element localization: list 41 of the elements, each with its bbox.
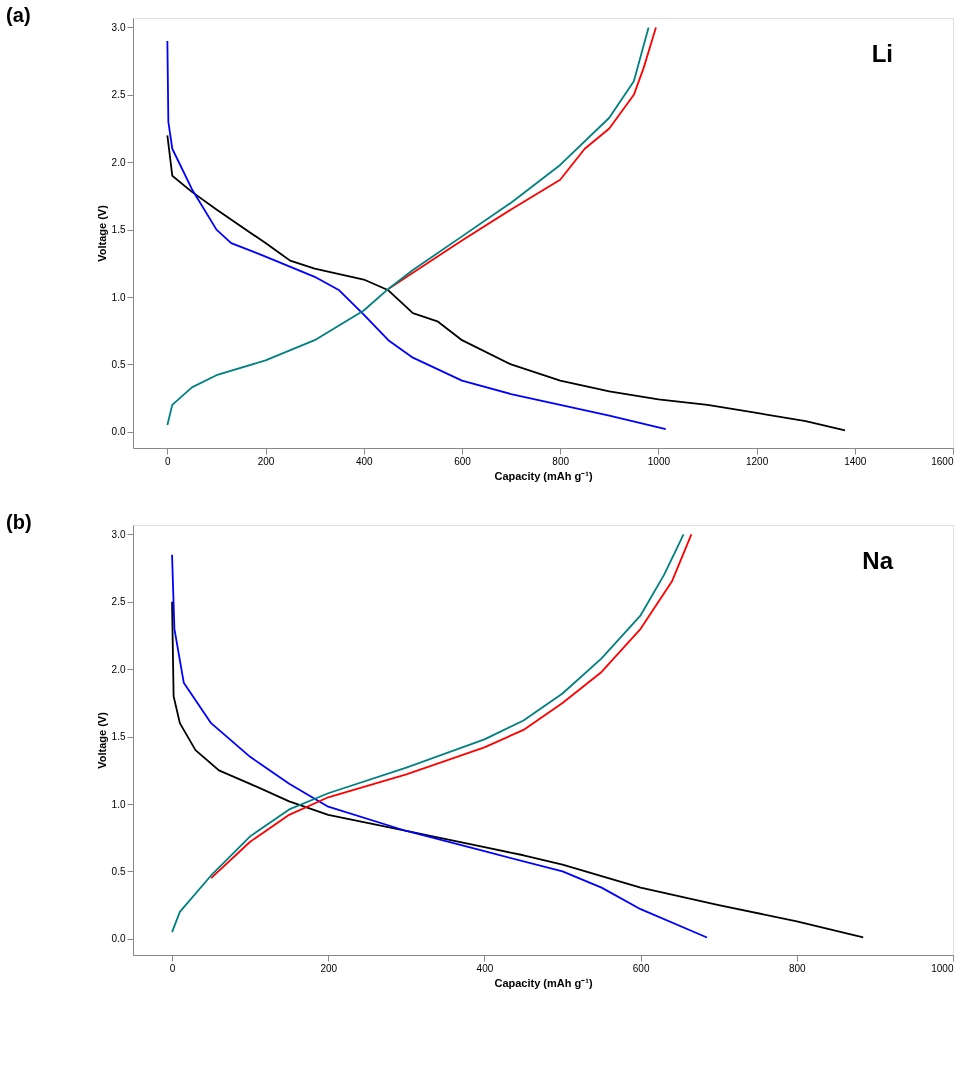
x-tick-label: 1000 bbox=[931, 962, 954, 974]
x-tick-label: 1000 bbox=[647, 455, 671, 467]
y-tick-label: 1.5 bbox=[111, 731, 126, 743]
x-tick-label: 800 bbox=[552, 455, 570, 467]
y-tick-label: 2.0 bbox=[111, 663, 126, 675]
y-tick-label: 1.0 bbox=[111, 291, 126, 303]
y-axis-title: Voltage (V) bbox=[95, 711, 108, 769]
line-series bbox=[210, 533, 693, 880]
line-series bbox=[387, 26, 657, 290]
x-tick-label: 800 bbox=[788, 962, 807, 974]
y-tick-label: 0.0 bbox=[111, 426, 126, 438]
y-tick-label: 2.5 bbox=[111, 89, 126, 101]
annotation: Na bbox=[862, 547, 894, 574]
x-tick-label: 600 bbox=[454, 455, 472, 467]
x-axis-title: Capacity (mAh g⁻¹) bbox=[494, 976, 593, 989]
y-tick-label: 1.0 bbox=[111, 798, 126, 810]
y-tick-label: 1.5 bbox=[111, 224, 126, 236]
x-tick-label: 0 bbox=[165, 455, 172, 467]
x-tick-label: 1400 bbox=[844, 455, 867, 467]
y-axis-title: Voltage (V) bbox=[95, 204, 108, 262]
chart-title: (b) bbox=[6, 511, 32, 533]
annotation: Li bbox=[871, 40, 893, 67]
x-tick-label: 1200 bbox=[745, 455, 769, 467]
y-tick-label: 0.5 bbox=[111, 358, 126, 370]
x-tick-label: 200 bbox=[257, 455, 275, 467]
y-tick-label: 2.0 bbox=[111, 156, 126, 168]
y-tick-label: 0.5 bbox=[111, 865, 126, 877]
y-tick-label: 3.0 bbox=[111, 528, 126, 540]
x-axis-title: Capacity (mAh g⁻¹) bbox=[494, 469, 593, 482]
y-tick-label: 2.5 bbox=[111, 596, 126, 608]
line-series bbox=[166, 134, 846, 432]
x-tick-label: 0 bbox=[169, 962, 176, 974]
line-series bbox=[171, 600, 865, 939]
y-tick-label: 3.0 bbox=[111, 21, 126, 33]
x-tick-label: 400 bbox=[355, 455, 374, 467]
y-tick-label: 0.0 bbox=[111, 933, 126, 945]
x-tick-label: 400 bbox=[476, 962, 494, 974]
chart-title: (a) bbox=[6, 4, 31, 26]
x-tick-label: 600 bbox=[632, 962, 650, 974]
x-tick-label: 1600 bbox=[931, 455, 954, 467]
x-tick-label: 200 bbox=[320, 962, 338, 974]
